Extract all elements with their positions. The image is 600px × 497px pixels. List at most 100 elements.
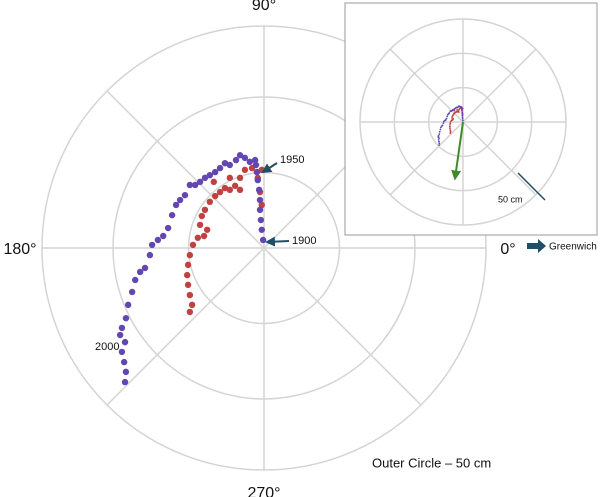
point	[438, 137, 441, 140]
point	[246, 158, 253, 166]
inset-arrow	[451, 121, 464, 181]
annotation-arrow	[265, 236, 290, 247]
grid-spoke	[263, 247, 422, 406]
point	[146, 251, 154, 259]
reference-arrow	[527, 239, 546, 253]
point	[461, 119, 464, 122]
theta-tick-label: 180°	[3, 241, 36, 258]
point	[458, 107, 461, 110]
point	[251, 156, 259, 164]
point	[191, 181, 199, 189]
point	[194, 234, 202, 241]
point	[198, 212, 206, 220]
point	[118, 324, 126, 332]
reference-label: Greenwich	[549, 242, 597, 253]
point	[201, 206, 209, 214]
point	[442, 122, 445, 125]
point	[164, 224, 172, 232]
labels: 1900 1950 2000 Outer Circle – 50 cm Gree…	[95, 154, 597, 471]
grid-spoke	[389, 121, 464, 196]
point	[241, 154, 249, 162]
point	[203, 226, 211, 233]
inset-plot: 50 cm	[344, 2, 598, 236]
point	[437, 138, 440, 141]
point	[186, 308, 194, 316]
point	[445, 117, 448, 120]
point	[211, 192, 219, 200]
point	[439, 128, 442, 131]
point	[438, 144, 441, 146]
grid-spoke	[106, 90, 265, 249]
point	[440, 125, 443, 128]
point	[128, 288, 136, 296]
point	[256, 206, 264, 214]
point	[216, 164, 224, 172]
grid-spoke	[389, 48, 464, 123]
point	[186, 251, 194, 259]
point	[438, 140, 440, 143]
theta-tick-label: 90°	[252, 0, 276, 14]
point	[253, 168, 261, 176]
point	[210, 178, 218, 186]
point	[256, 196, 264, 204]
point	[186, 181, 194, 189]
point	[257, 216, 265, 224]
main-plot: 0° 90° 180° 270°	[3, 0, 515, 497]
point	[255, 186, 263, 194]
point	[236, 152, 244, 159]
point	[221, 184, 229, 192]
theta-tick-label: 0°	[500, 241, 515, 258]
point	[461, 114, 464, 117]
theta-tick-label: 270°	[247, 485, 280, 497]
scale-bar	[517, 172, 546, 201]
point	[456, 109, 459, 111]
annotation: 2000	[95, 341, 119, 353]
point	[252, 161, 260, 169]
point	[449, 122, 452, 125]
point	[457, 109, 460, 111]
point	[449, 127, 451, 130]
point	[457, 111, 460, 113]
point	[120, 358, 128, 366]
annotation: 1900	[292, 235, 316, 247]
point	[148, 241, 156, 249]
point	[461, 109, 463, 112]
scale-bar-label: 50 cm	[498, 194, 523, 204]
point	[121, 338, 129, 346]
point	[196, 221, 204, 229]
point	[141, 264, 149, 272]
point	[188, 301, 196, 309]
point	[446, 115, 449, 118]
point	[451, 115, 454, 118]
point	[254, 176, 261, 184]
grid-spoke	[462, 121, 537, 196]
point	[449, 132, 452, 134]
point	[438, 133, 441, 135]
point	[461, 116, 464, 119]
point	[449, 129, 452, 131]
point	[236, 186, 244, 194]
note: Outer Circle – 50 cm	[372, 455, 491, 470]
point	[232, 156, 240, 164]
point	[121, 378, 129, 386]
point	[259, 236, 267, 244]
grid-spoke	[106, 247, 265, 406]
annotation: 1950	[280, 154, 304, 166]
point	[189, 241, 197, 249]
point	[136, 268, 144, 276]
point	[176, 196, 184, 204]
point	[439, 126, 442, 129]
point	[258, 226, 265, 233]
point	[154, 236, 162, 244]
point	[446, 113, 449, 116]
inset-frame	[344, 2, 598, 236]
point	[132, 276, 139, 284]
point	[258, 201, 265, 209]
point	[452, 113, 455, 115]
point	[196, 178, 204, 186]
point	[226, 161, 234, 169]
point	[438, 130, 441, 133]
point	[461, 112, 464, 115]
point	[184, 281, 192, 289]
point	[241, 166, 249, 174]
